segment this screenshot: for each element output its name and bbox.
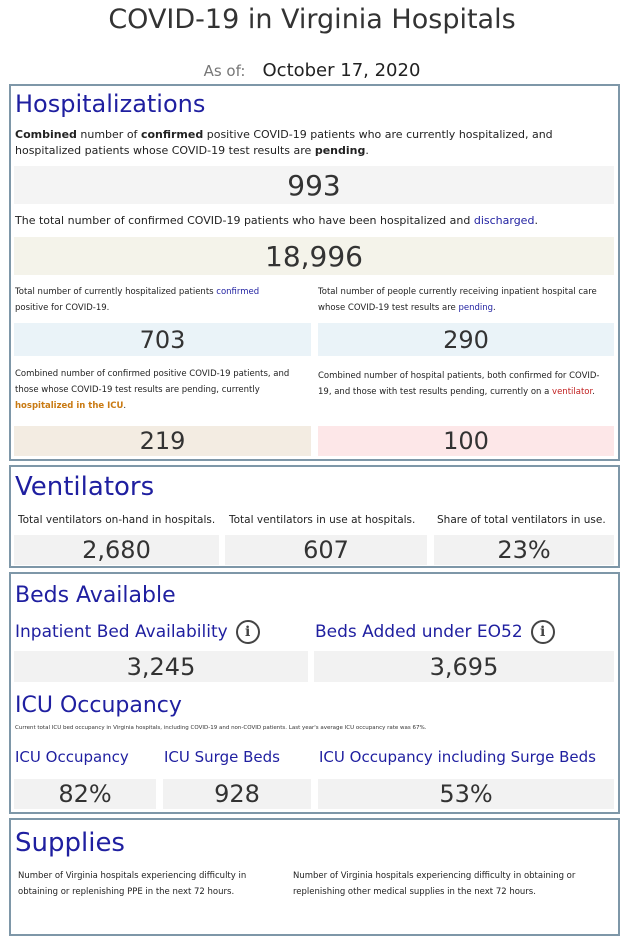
icu-surge-value: 928 (163, 779, 311, 809)
other-supplies-description: Number of Virginia hospitals experiencin… (293, 871, 576, 897)
icu-incl-surge-label: ICU Occupancy including Surge Beds (319, 748, 596, 766)
combined-description: Combined number of confirmed positive CO… (15, 128, 553, 157)
as-of-date: October 17, 2020 (262, 60, 421, 81)
confirmed-value: 703 (14, 323, 311, 356)
inpatient-bed-label-row: Inpatient Bed Availability i (15, 620, 260, 644)
discharged-description: The total number of confirmed COVID-19 p… (15, 214, 538, 227)
discharged-value: 18,996 (14, 237, 614, 275)
icu-description: Combined number of confirmed positive CO… (15, 369, 290, 411)
as-of-label: As of: (203, 62, 246, 80)
pending-value: 290 (318, 323, 614, 356)
eo52-value: 3,695 (314, 651, 614, 682)
ventilators-share-value: 23% (434, 535, 614, 565)
icu-occupancy-value: 82% (14, 779, 156, 809)
ventilators-inuse-value: 607 (225, 535, 427, 565)
ventilators-inuse-label: Total ventilators in use at hospitals. (229, 514, 416, 526)
ventilator-description: Combined number of hospital patients, bo… (318, 371, 600, 397)
icu-occupancy-label: ICU Occupancy (15, 748, 129, 766)
icu-value: 219 (14, 426, 311, 456)
ventilator-patients-value: 100 (318, 426, 614, 456)
pending-description: Total number of people currently receivi… (318, 287, 597, 313)
supplies-heading: Supplies (15, 828, 125, 858)
beds-available-heading: Beds Available (15, 583, 176, 608)
inpatient-bed-value: 3,245 (14, 651, 308, 682)
icu-surge-label: ICU Surge Beds (164, 748, 280, 766)
ventilators-share-label: Share of total ventilators in use. (437, 514, 606, 526)
inpatient-bed-label: Inpatient Bed Availability (15, 622, 228, 642)
hospitalizations-heading: Hospitalizations (15, 90, 206, 118)
as-of-line: As of: October 17, 2020 (0, 60, 624, 81)
info-circle-icon[interactable]: i (530, 620, 555, 644)
icu-occupancy-note: Current total ICU bed occupancy in Virgi… (15, 725, 427, 731)
ventilators-onhand-label: Total ventilators on-hand in hospitals. (18, 514, 216, 526)
icu-incl-surge-value: 53% (318, 779, 614, 809)
info-circle-icon[interactable]: i (235, 620, 260, 644)
eo52-label: Beds Added under EO52 (315, 622, 523, 642)
combined-value: 993 (14, 166, 614, 204)
icu-occupancy-heading: ICU Occupancy (15, 693, 182, 718)
page-title: COVID-19 in Virginia Hospitals (108, 4, 516, 35)
beds-available-panel (9, 572, 620, 814)
ppe-description: Number of Virginia hospitals experiencin… (18, 871, 247, 897)
ventilators-onhand-value: 2,680 (14, 535, 219, 565)
confirmed-description: Total number of currently hospitalized p… (15, 287, 260, 313)
eo52-label-row: Beds Added under EO52 i (315, 620, 555, 644)
ventilators-heading: Ventilators (15, 472, 155, 502)
supplies-panel (9, 818, 620, 936)
